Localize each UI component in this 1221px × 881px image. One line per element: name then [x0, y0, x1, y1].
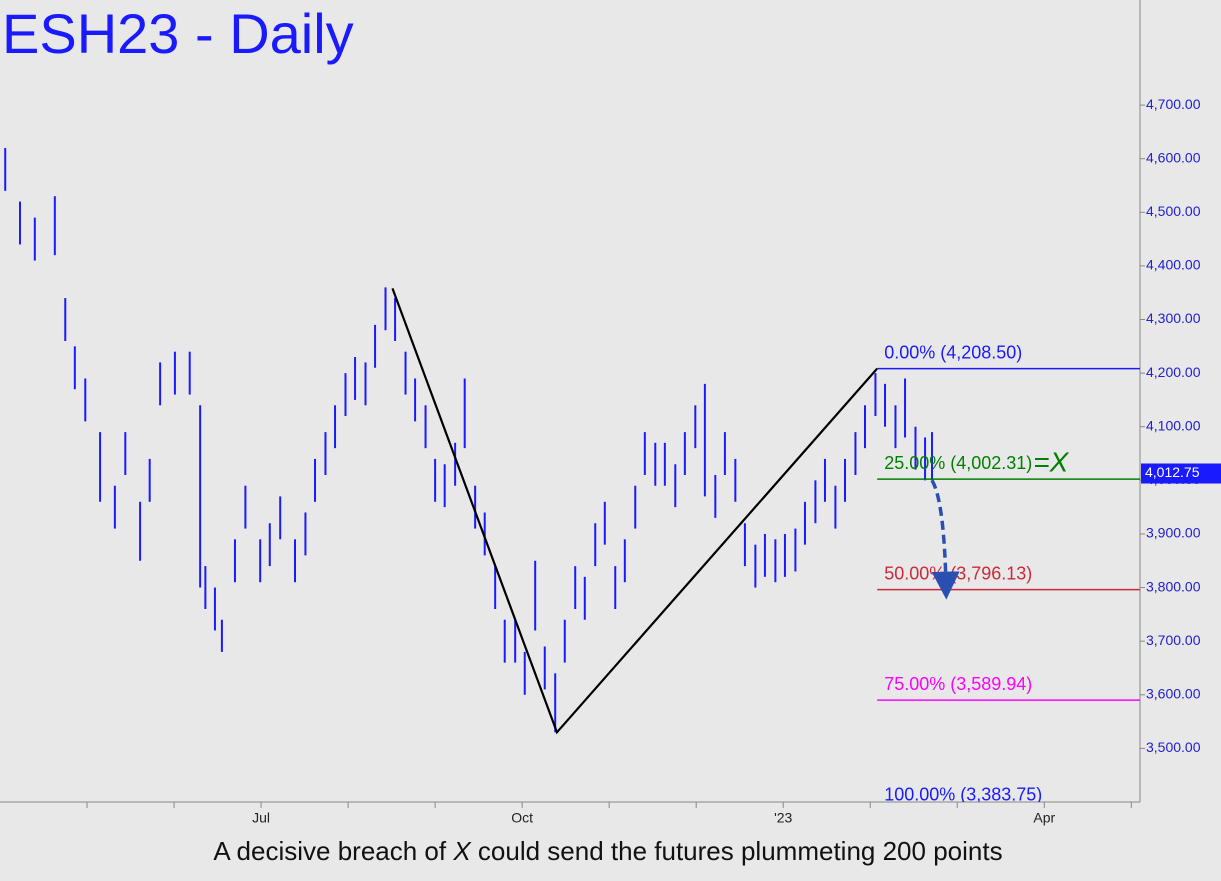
x-tick-label: Jul [252, 810, 270, 826]
level-label: 75.00% (3,589.94) [884, 674, 1032, 694]
y-tick-label: 4,400.00 [1146, 257, 1201, 273]
caption-part: X [452, 836, 472, 866]
last-price-tag [1141, 463, 1221, 484]
zigzag-line [391, 288, 879, 735]
y-tick-label: 3,700.00 [1146, 632, 1201, 648]
y-tick-label: 3,800.00 [1146, 578, 1201, 594]
y-tick-label: 4,600.00 [1146, 149, 1201, 165]
x-tick-label: Oct [511, 810, 533, 826]
y-tick-label: 4,100.00 [1146, 417, 1201, 433]
projection-arrow [930, 479, 960, 600]
level-label: 25.00% (4,002.31) [884, 453, 1032, 473]
y-tick-label: 4,300.00 [1146, 310, 1201, 326]
caption-part: could send the futures plummeting 200 po… [471, 836, 1003, 866]
y-tick-label: 3,500.00 [1146, 739, 1201, 755]
y-tick-label: 3,600.00 [1146, 685, 1201, 701]
x-tick-label: '23 [774, 810, 792, 826]
last-price-label: 4,012.75 [1145, 464, 1200, 480]
y-tick-label: 3,900.00 [1146, 525, 1201, 541]
annotation: =X [1033, 446, 1069, 477]
x-tick-label: Apr [1033, 810, 1055, 826]
plot-area: 0.00% (4,208.50) 25.00% (4,002.31) 50.00% … [4, 147, 1140, 804]
caption: A decisive breach of X could send the fu… [213, 836, 1002, 866]
axes: 3,500.00 3,600.00 3,700.00 3,800.00 3,900.00… [86, 96, 1221, 826]
y-tick-label: 4,200.00 [1146, 364, 1201, 380]
level-label: 0.00% (4,208.50) [884, 342, 1022, 362]
level-label: 50.00% (3,796.13) [884, 563, 1032, 583]
level-label: 100.00% (3,383.75) [884, 784, 1042, 804]
chart-title: ESH23 - Daily [2, 2, 354, 65]
y-tick-label: 4,500.00 [1146, 203, 1201, 219]
caption-part: A decisive breach of [213, 836, 453, 866]
y-tick-label: 4,700.00 [1146, 96, 1201, 112]
